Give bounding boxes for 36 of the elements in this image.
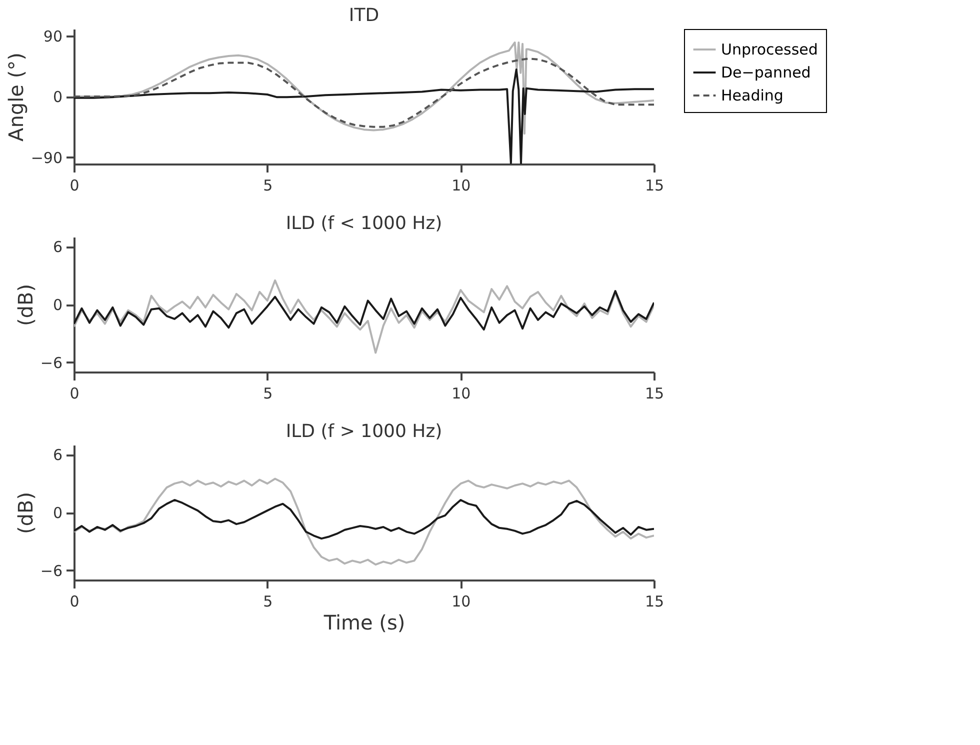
line-series	[74, 279, 654, 354]
y-tick-label: −6	[40, 354, 62, 372]
y-tick-label: 6	[52, 446, 62, 464]
x-axis-title: Time (s)	[322, 610, 406, 634]
y-tick-label: 0	[52, 88, 62, 106]
legend-label: De−panned	[721, 64, 811, 82]
x-tick-label: 0	[70, 592, 80, 610]
line-series	[74, 58, 654, 128]
x-tick-label: 15	[644, 592, 664, 610]
chart-title: ILD (f < 1000 Hz)	[286, 213, 442, 234]
y-tick-label: 0	[52, 296, 62, 314]
y-tick-label: 90	[43, 27, 62, 46]
x-tick-label: 0	[70, 176, 80, 194]
y-tick-label: −6	[40, 562, 62, 580]
x-tick-label: 10	[452, 176, 471, 194]
x-tick-label: 5	[263, 592, 273, 610]
x-tick-label: 5	[263, 384, 273, 402]
chart-title: ITD	[348, 4, 380, 26]
line-series	[74, 498, 654, 540]
y-axis-title: (dB)	[13, 284, 38, 326]
y-axis-title: (dB)	[13, 492, 38, 534]
x-tick-label: 10	[452, 592, 471, 610]
legend-label: Heading	[721, 86, 784, 104]
legend-label: Unprocessed	[721, 40, 818, 58]
x-tick-label: 10	[452, 384, 471, 402]
x-tick-label: 15	[644, 384, 664, 402]
y-tick-label: 0	[52, 504, 62, 522]
line-series	[74, 478, 654, 566]
y-tick-label: −90	[30, 148, 62, 167]
line-series	[74, 290, 654, 331]
y-tick-label: 6	[52, 238, 62, 256]
chart-title: ILD (f > 1000 Hz)	[286, 421, 442, 442]
x-tick-label: 15	[644, 176, 664, 194]
y-axis-title: Angle (°)	[4, 52, 28, 142]
x-tick-label: 0	[70, 384, 80, 402]
x-tick-label: 5	[263, 176, 273, 194]
